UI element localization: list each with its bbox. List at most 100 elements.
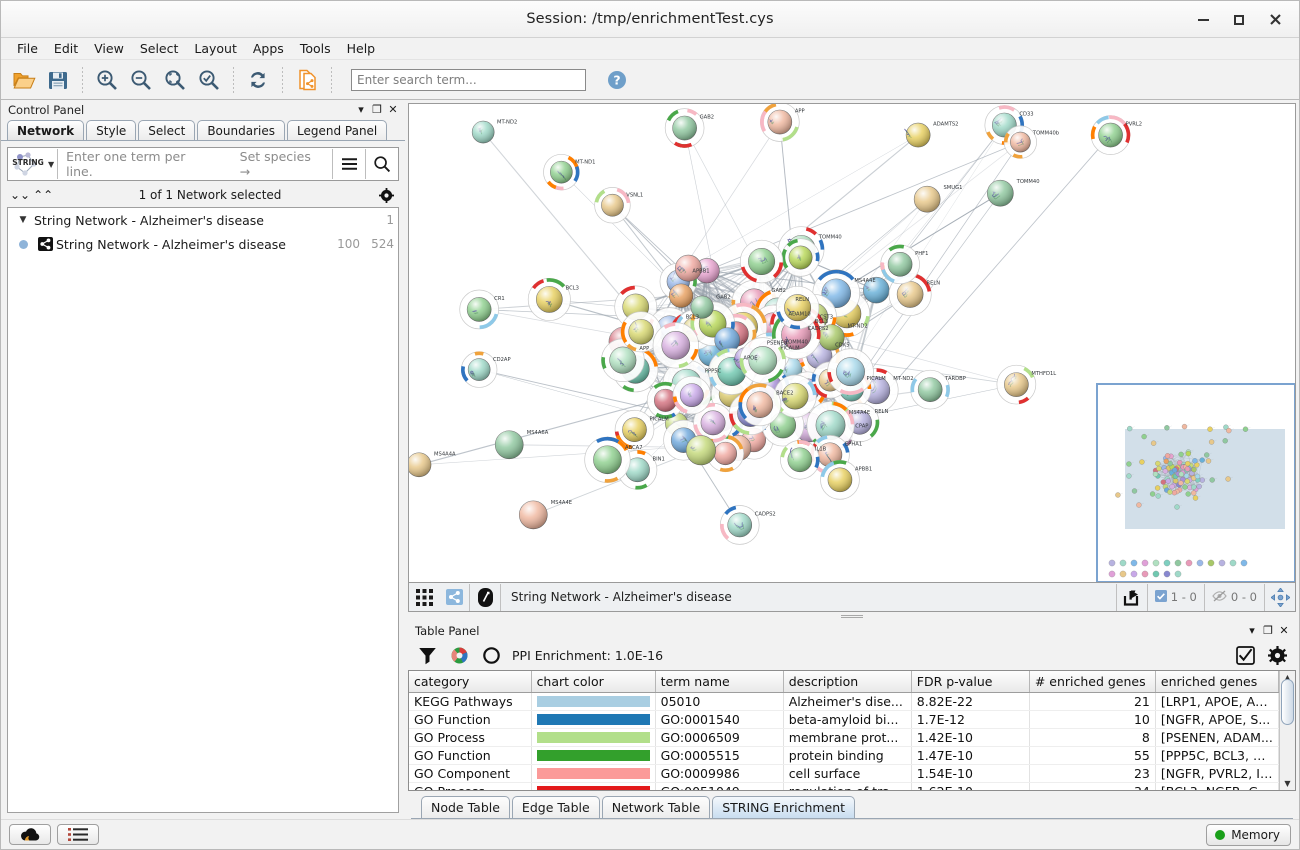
table-vertical-scrollbar[interactable]: ▲ ▼ xyxy=(1279,671,1295,790)
refresh-icon[interactable] xyxy=(241,64,275,96)
column-header-fdr-p-value[interactable]: FDR p-value xyxy=(911,671,1030,693)
select-all-checkbox-icon[interactable] xyxy=(1234,643,1256,667)
table-row[interactable]: GO Component GO:0009986 cell surface 1.54E-… xyxy=(409,764,1280,783)
term-name-cell: GO:0009986 xyxy=(655,764,784,783)
enrichment-table[interactable]: category chart color term name descripti… xyxy=(409,671,1280,790)
tab-network[interactable]: Network xyxy=(7,120,85,140)
svg-text:MT-ND2: MT-ND2 xyxy=(847,323,867,329)
network-group-row[interactable]: ▼ String Network - Alzheimer's disease 1 xyxy=(8,208,398,232)
funnel-filter-icon[interactable] xyxy=(416,643,438,667)
string-query-input[interactable]: Enter one term per line. Set species → xyxy=(58,149,332,179)
zoom-selected-icon[interactable] xyxy=(192,64,226,96)
pie-chart-icon[interactable] xyxy=(448,643,470,667)
panel-close-icon[interactable]: ✕ xyxy=(388,103,398,116)
zoom-in-icon[interactable] xyxy=(90,64,124,96)
svg-text:APBB1: APBB1 xyxy=(692,269,709,275)
scroll-up-arrow-icon[interactable]: ▲ xyxy=(1284,673,1291,682)
category-cell: KEGG Pathways xyxy=(409,692,532,711)
svg-text:MTHFD1L: MTHFD1L xyxy=(1031,371,1056,377)
tab-string-enrichment[interactable]: STRING Enrichment xyxy=(712,796,856,818)
tab-node-table[interactable]: Node Table xyxy=(421,796,510,818)
network-canvas[interactable]: MT-ND2 GAB2 TOMM40 RELN BCL3 PICALM MS4A4E APOE… xyxy=(409,104,1295,583)
fit-content-icon[interactable] xyxy=(1265,584,1295,611)
column-header-category[interactable]: category xyxy=(409,671,532,693)
column-header-term-name[interactable]: term name xyxy=(655,671,784,693)
tab-select[interactable]: Select xyxy=(138,120,196,140)
export-network-icon[interactable] xyxy=(290,64,324,96)
table-row[interactable]: GO Function GO:0005515 protein binding 1.47… xyxy=(409,746,1280,765)
search-icon[interactable] xyxy=(366,148,398,180)
tab-edge-table[interactable]: Edge Table xyxy=(511,796,600,818)
close-icon[interactable] xyxy=(1257,6,1293,34)
menu-select[interactable]: Select xyxy=(139,41,179,56)
task-list-icon[interactable] xyxy=(57,824,99,845)
tab-style[interactable]: Style xyxy=(86,120,137,140)
annotation-icon[interactable] xyxy=(470,584,500,611)
maximize-icon[interactable] xyxy=(1221,6,1257,34)
table-row[interactable]: GO Process GO:0051049 regulation of tra...… xyxy=(409,782,1280,790)
menu-view[interactable]: View xyxy=(94,41,124,56)
svg-text:STRING: STRING xyxy=(12,158,44,167)
table-panel-close-icon[interactable]: ✕ xyxy=(1279,624,1289,637)
tree-expand-icon[interactable]: ▼ xyxy=(19,215,27,225)
open-folder-icon[interactable] xyxy=(7,64,41,96)
enriched-gene-count-cell: 23 xyxy=(1029,764,1156,783)
hamburger-icon[interactable] xyxy=(333,148,365,180)
enrichment-table-wrapper[interactable]: category chart color term name descripti… xyxy=(408,670,1296,791)
menu-tools[interactable]: Tools xyxy=(299,41,331,56)
control-panel-header: Control Panel ▾ ❐ ✕ xyxy=(1,100,405,119)
grid-view-icon[interactable] xyxy=(409,584,439,611)
menu-edit[interactable]: Edit xyxy=(53,41,79,56)
memory-status-button[interactable]: Memory xyxy=(1206,823,1291,846)
birds-eye-canvas[interactable] xyxy=(1098,385,1294,581)
column-header-chart-color[interactable]: chart color xyxy=(531,671,656,693)
string-species-caret-icon[interactable]: ▼ xyxy=(48,159,55,169)
panel-dropdown-icon[interactable]: ▾ xyxy=(358,103,364,116)
svg-text:MS4A4A: MS4A4A xyxy=(434,451,456,457)
menu-help[interactable]: Help xyxy=(346,41,376,56)
table-row[interactable]: KEGG Pathways 05010 Alzheimer's dise... 8.8… xyxy=(409,692,1280,711)
scroll-down-arrow-icon[interactable]: ▼ xyxy=(1284,779,1291,788)
table-panel-float-icon[interactable]: ❐ xyxy=(1263,624,1273,637)
zoom-fit-icon[interactable] xyxy=(158,64,192,96)
share-view-icon[interactable] xyxy=(439,584,469,611)
minimize-icon[interactable] xyxy=(1185,6,1221,34)
toolbar-separator xyxy=(282,66,283,93)
menu-apps[interactable]: Apps xyxy=(252,41,284,56)
menu-file[interactable]: File xyxy=(17,41,38,56)
toolbar-separator xyxy=(331,66,332,93)
set-species-label[interactable]: Set species → xyxy=(239,149,311,179)
tab-network-table[interactable]: Network Table xyxy=(601,796,711,818)
network-list[interactable]: ▼ String Network - Alzheimer's disease 1… xyxy=(7,207,399,813)
scrollbar-thumb[interactable] xyxy=(1281,678,1294,725)
table-settings-gear-icon[interactable] xyxy=(1266,643,1288,667)
cloud-upload-icon[interactable] xyxy=(9,824,51,845)
donut-ring-icon[interactable] xyxy=(480,643,502,667)
network-row[interactable]: String Network - Alzheimer's disease 100… xyxy=(8,232,398,256)
birds-eye-view[interactable] xyxy=(1096,383,1295,582)
column-header-description[interactable]: description xyxy=(783,671,912,693)
string-logo-icon[interactable]: STRING xyxy=(8,148,48,180)
menu-layout[interactable]: Layout xyxy=(194,41,237,56)
export-image-icon[interactable] xyxy=(1117,584,1147,611)
table-row[interactable]: GO Process GO:0006509 membrane prot... 1.42… xyxy=(409,728,1280,747)
category-cell: GO Function xyxy=(409,710,532,729)
table-panel-dropdown-icon[interactable]: ▾ xyxy=(1249,624,1255,637)
collapse-all-icon[interactable]: ⌄⌄ xyxy=(10,188,31,202)
tab-boundaries[interactable]: Boundaries xyxy=(197,120,285,140)
tab-legend-panel[interactable]: Legend Panel xyxy=(287,120,388,140)
column-header-enriched-genes[interactable]: enriched genes xyxy=(1155,671,1280,693)
network-settings-gear-icon[interactable] xyxy=(373,187,399,203)
panel-splitter[interactable] xyxy=(405,612,1299,621)
panel-float-icon[interactable]: ❐ xyxy=(372,103,382,116)
column-header-enriched-gene-count[interactable]: # enriched genes xyxy=(1029,671,1156,693)
expand-all-icon[interactable]: ⌃⌃ xyxy=(33,188,54,202)
save-icon[interactable] xyxy=(41,64,75,96)
search-input[interactable]: Enter search term... xyxy=(351,68,586,91)
table-row[interactable]: GO Function GO:0001540 beta-amyloid bi... 1… xyxy=(409,710,1280,729)
enrichment-table-body[interactable]: KEGG Pathways 05010 Alzheimer's dise... 8.8… xyxy=(409,692,1280,790)
network-selection-status: 1 of 1 Network selected xyxy=(138,188,282,202)
zoom-out-icon[interactable] xyxy=(124,64,158,96)
network-view[interactable]: MT-ND2 GAB2 TOMM40 RELN BCL3 PICALM MS4A4E APOE… xyxy=(408,103,1296,583)
help-icon[interactable]: ? xyxy=(600,64,634,96)
